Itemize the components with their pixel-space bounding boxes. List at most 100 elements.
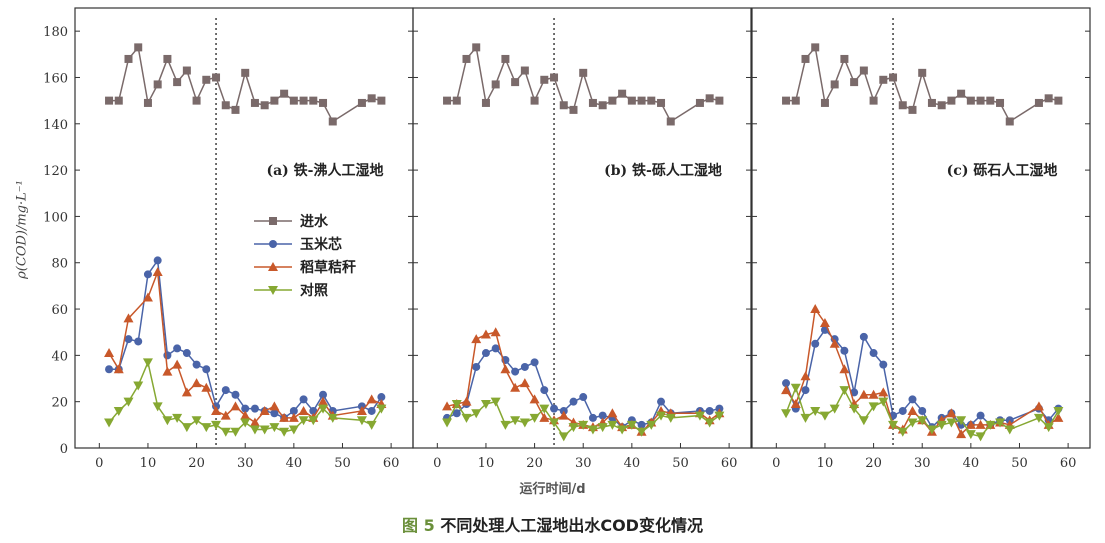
data-point-对照 [142,358,153,368]
data-point-进水 [908,105,917,114]
series-line-玉米芯 [109,258,383,419]
data-point-玉米芯 [657,397,666,406]
data-point-稻草秸秆 [366,394,377,404]
data-point-对照 [162,416,173,426]
data-point-对照 [704,418,715,428]
data-point-对照 [298,416,309,426]
data-point-玉米芯 [859,332,868,341]
data-point-玉米芯 [540,386,549,395]
data-point-进水 [481,98,490,107]
data-point-进水 [947,96,956,105]
data-point-对照 [917,416,928,426]
data-point-玉米芯 [511,367,520,376]
data-point-进水 [192,96,201,105]
data-point-玉米芯 [143,270,152,279]
data-point-稻草秸秆 [104,348,115,358]
data-point-稻草秸秆 [259,405,270,415]
data-point-进水 [1054,96,1063,105]
y-tick-label: 40 [51,349,68,364]
data-point-对照 [279,427,290,437]
data-point-进水 [898,101,907,110]
data-point-进水 [647,96,656,105]
data-point-进水 [530,96,539,105]
data-point-稻草秸秆 [907,405,918,415]
x-tick-label: 20 [188,456,205,471]
data-point-对照 [490,397,501,407]
data-point-进水 [657,98,666,107]
data-point-对照 [133,381,144,391]
data-point-玉米芯 [377,393,386,402]
data-point-对照 [1033,413,1044,423]
y-tick-label: 60 [51,303,68,318]
data-point-进水 [559,101,568,110]
data-point-玉米芯 [908,395,917,404]
data-point-对照 [558,432,569,442]
data-point-进水 [357,98,366,107]
data-point-玉米芯 [192,360,201,369]
data-point-对照 [123,397,134,407]
data-point-对照 [471,409,482,419]
data-point-稻草秸秆 [839,364,850,374]
data-point-稻草秸秆 [956,429,967,439]
data-point-对照 [1043,423,1054,433]
data-point-玉米芯 [182,349,191,358]
data-point-进水 [491,80,500,89]
data-point-对照 [500,420,511,430]
data-point-稻草秸秆 [800,371,811,381]
data-point-稻草秸秆 [1053,412,1064,422]
data-point-进水 [889,73,898,82]
data-point-对照 [810,406,821,416]
data-point-进水 [134,43,143,52]
data-point-稻草秸秆 [868,389,879,399]
data-point-进水 [250,98,259,107]
data-point-进水 [1034,98,1043,107]
data-point-稻草秸秆 [298,405,309,415]
data-point-进水 [666,117,675,126]
data-point-对照 [259,425,270,435]
data-point-对照 [442,418,453,428]
data-point-进水 [173,78,182,87]
series-line-进水 [447,45,720,123]
data-point-玉米芯 [289,406,298,415]
data-point-进水 [879,75,888,84]
data-point-玉米芯 [299,395,308,404]
data-point-对照 [617,425,628,435]
data-point-对照 [578,420,589,430]
data-point-稻草秸秆 [191,378,202,388]
data-point-对照 [646,420,657,430]
data-point-稻草秸秆 [790,399,801,408]
data-point-进水 [869,96,878,105]
data-point-对照 [888,420,899,430]
panel-title: (a) 铁-沸人工湿地 [266,162,383,179]
data-point-稻草秸秆 [249,417,260,427]
x-tick-label: 50 [1011,456,1028,471]
data-point-进水 [452,96,461,105]
data-point-玉米芯 [569,397,578,406]
data-point-稻草秸秆 [356,405,367,415]
data-point-稻草秸秆 [113,364,124,374]
data-point-玉米芯 [782,379,791,388]
data-point-稻草秸秆 [461,396,472,406]
data-point-对照 [965,430,976,440]
data-point-进水 [443,96,452,105]
x-tick-label: 50 [672,456,689,471]
data-point-稻草秸秆 [240,410,251,420]
data-point-稻草秸秆 [220,410,231,420]
data-point-对照 [995,418,1006,428]
data-point-进水 [309,96,318,105]
data-point-对照 [656,411,667,421]
data-point-进水 [511,78,520,87]
data-point-稻草秸秆 [490,327,501,337]
data-point-对照 [858,416,869,426]
data-point-稻草秸秆 [529,394,540,404]
x-tick-label: 40 [963,456,980,471]
data-point-进水 [957,89,966,98]
data-point-进水 [705,94,714,103]
y-tick-label: 80 [51,257,68,272]
data-point-对照 [191,416,202,426]
data-point-稻草秸秆 [781,385,792,395]
data-point-稻草秸秆 [480,329,491,339]
data-point-进水 [260,101,269,110]
legend-marker [269,217,277,225]
data-point-进水 [105,96,114,105]
